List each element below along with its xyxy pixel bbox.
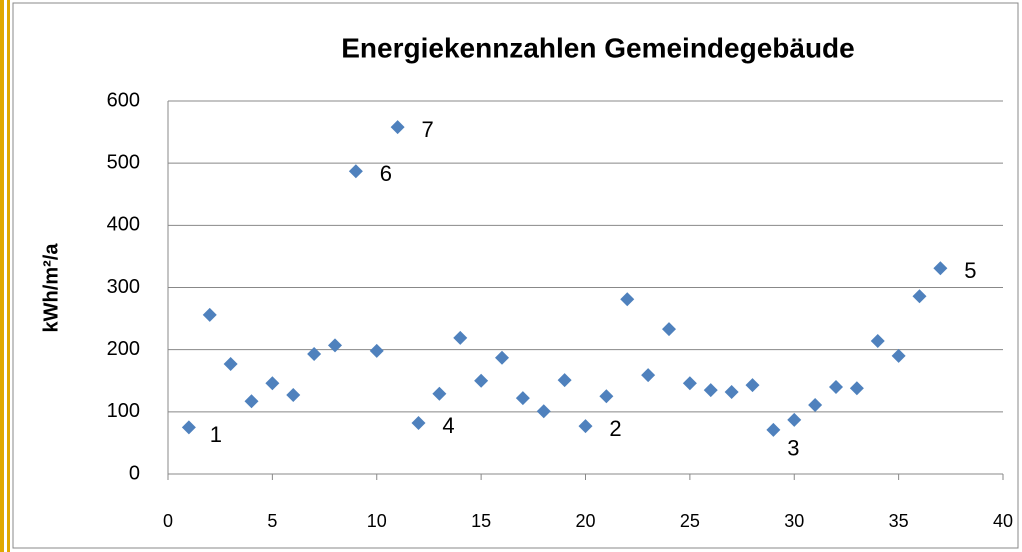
frame-stripe bbox=[7, 0, 10, 552]
data-point bbox=[557, 373, 572, 388]
x-tick-label: 30 bbox=[784, 511, 804, 531]
y-tick-label: 200 bbox=[107, 338, 140, 360]
data-point bbox=[829, 379, 843, 394]
data-point bbox=[849, 381, 864, 396]
point-label: 2 bbox=[609, 416, 621, 441]
x-tick-label: 10 bbox=[367, 511, 387, 531]
y-axis-label: kWh/m²/a bbox=[40, 243, 62, 333]
point-label: 3 bbox=[787, 436, 799, 461]
data-point bbox=[578, 419, 593, 434]
data-point bbox=[432, 386, 447, 401]
data-point bbox=[682, 376, 697, 391]
point-label: 5 bbox=[964, 258, 976, 283]
data-point bbox=[933, 261, 948, 276]
data-point bbox=[662, 322, 676, 337]
data-point bbox=[870, 333, 885, 348]
x-tick-label: 5 bbox=[267, 511, 277, 531]
y-tick-label: 600 bbox=[107, 89, 140, 111]
point-label: 7 bbox=[422, 117, 434, 142]
data-point bbox=[766, 422, 781, 437]
data-point bbox=[515, 391, 530, 406]
data-point bbox=[724, 384, 739, 399]
data-point bbox=[912, 289, 927, 304]
data-point bbox=[286, 388, 301, 403]
data-point bbox=[495, 350, 509, 365]
data-point bbox=[307, 347, 322, 362]
data-point bbox=[328, 338, 342, 353]
data-point bbox=[411, 416, 426, 431]
frame-stripe bbox=[0, 0, 4, 552]
data-point bbox=[265, 376, 280, 391]
data-point bbox=[620, 292, 635, 307]
y-tick-label: 0 bbox=[129, 462, 140, 484]
data-point bbox=[244, 394, 259, 409]
point-label: 1 bbox=[210, 422, 222, 447]
data-point bbox=[787, 412, 802, 427]
y-tick-label: 400 bbox=[107, 214, 140, 236]
chart-border bbox=[12, 2, 1019, 549]
data-point bbox=[474, 373, 489, 388]
chart-title: Energiekennzahlen Gemeindegebäude bbox=[341, 32, 854, 63]
data-point bbox=[536, 404, 551, 419]
data-point bbox=[808, 397, 823, 412]
point-label: 6 bbox=[380, 161, 392, 186]
y-tick-label: 500 bbox=[107, 151, 140, 173]
data-point bbox=[181, 420, 196, 435]
x-tick-label: 40 bbox=[993, 511, 1013, 531]
data-point bbox=[348, 164, 363, 179]
point-label: 4 bbox=[442, 413, 454, 438]
data-point bbox=[390, 120, 405, 135]
x-tick-label: 0 bbox=[163, 511, 173, 531]
data-point bbox=[703, 383, 718, 398]
data-point bbox=[223, 356, 238, 371]
data-point bbox=[599, 389, 614, 404]
y-tick-label: 100 bbox=[107, 400, 140, 422]
data-point bbox=[453, 330, 468, 345]
data-point bbox=[641, 368, 656, 383]
data-point bbox=[891, 348, 906, 363]
x-tick-label: 15 bbox=[471, 511, 491, 531]
data-point bbox=[202, 307, 217, 322]
x-tick-label: 25 bbox=[680, 511, 700, 531]
y-tick-label: 300 bbox=[107, 276, 140, 298]
data-point bbox=[369, 343, 384, 358]
data-point bbox=[745, 378, 760, 393]
x-tick-label: 20 bbox=[575, 511, 595, 531]
x-tick-label: 35 bbox=[889, 511, 909, 531]
